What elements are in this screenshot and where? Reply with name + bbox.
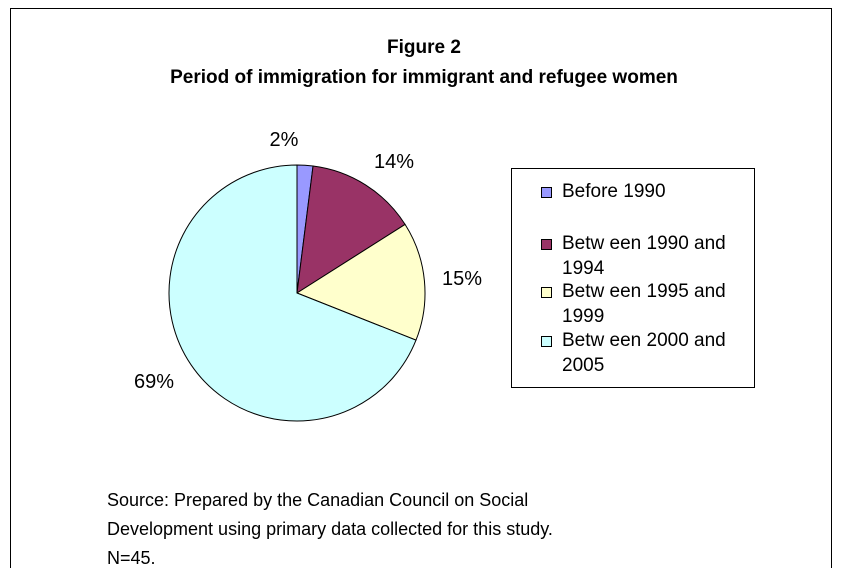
chart-frame: [10, 8, 832, 568]
pie-slice: [168, 164, 417, 422]
legend: Before 1990 Betw een 1990 and 1994 Betw …: [511, 168, 755, 388]
source-note: Source: Prepared by the Canadian Council…: [107, 486, 553, 573]
slice-data-label: 15%: [442, 268, 482, 290]
pie-slice: [295, 223, 426, 341]
legend-label-line: Betw een 1990 and: [562, 233, 726, 254]
legend-swatch-2000-2005: [541, 336, 552, 347]
slice-data-label: 14%: [374, 151, 414, 173]
legend-label-line: 1999: [562, 306, 605, 327]
legend-label-1990-1994: Betw een 1990 and 1994: [562, 231, 752, 281]
legend-label-2000-2005: Betw een 2000 and 2005: [562, 328, 752, 378]
slice-data-label: 69%: [134, 371, 174, 393]
chart-title: Figure 2: [387, 37, 461, 58]
source-line: N=45.: [107, 548, 156, 568]
legend-swatch-before-1990: [541, 187, 552, 198]
legend-label-1995-1999: Betw een 1995 and 1999: [562, 279, 752, 329]
legend-label-before-1990: Before 1990: [562, 179, 752, 204]
legend-swatch-1995-1999: [541, 287, 552, 298]
slice-data-label: 2%: [270, 129, 299, 151]
legend-label-line: 1994: [562, 258, 605, 279]
pie-slice: [296, 165, 406, 294]
source-line: Development using primary data collected…: [107, 519, 553, 539]
legend-label-line: Before 1990: [562, 181, 666, 202]
legend-label-line: 2005: [562, 355, 605, 376]
legend-label-line: Betw een 1995 and: [562, 281, 726, 302]
source-line: Source: Prepared by the Canadian Council…: [107, 490, 529, 510]
chart-subtitle: Period of immigration for immigrant and …: [170, 67, 678, 88]
legend-swatch-1990-1994: [541, 239, 552, 250]
legend-label-line: Betw een 2000 and: [562, 330, 726, 351]
